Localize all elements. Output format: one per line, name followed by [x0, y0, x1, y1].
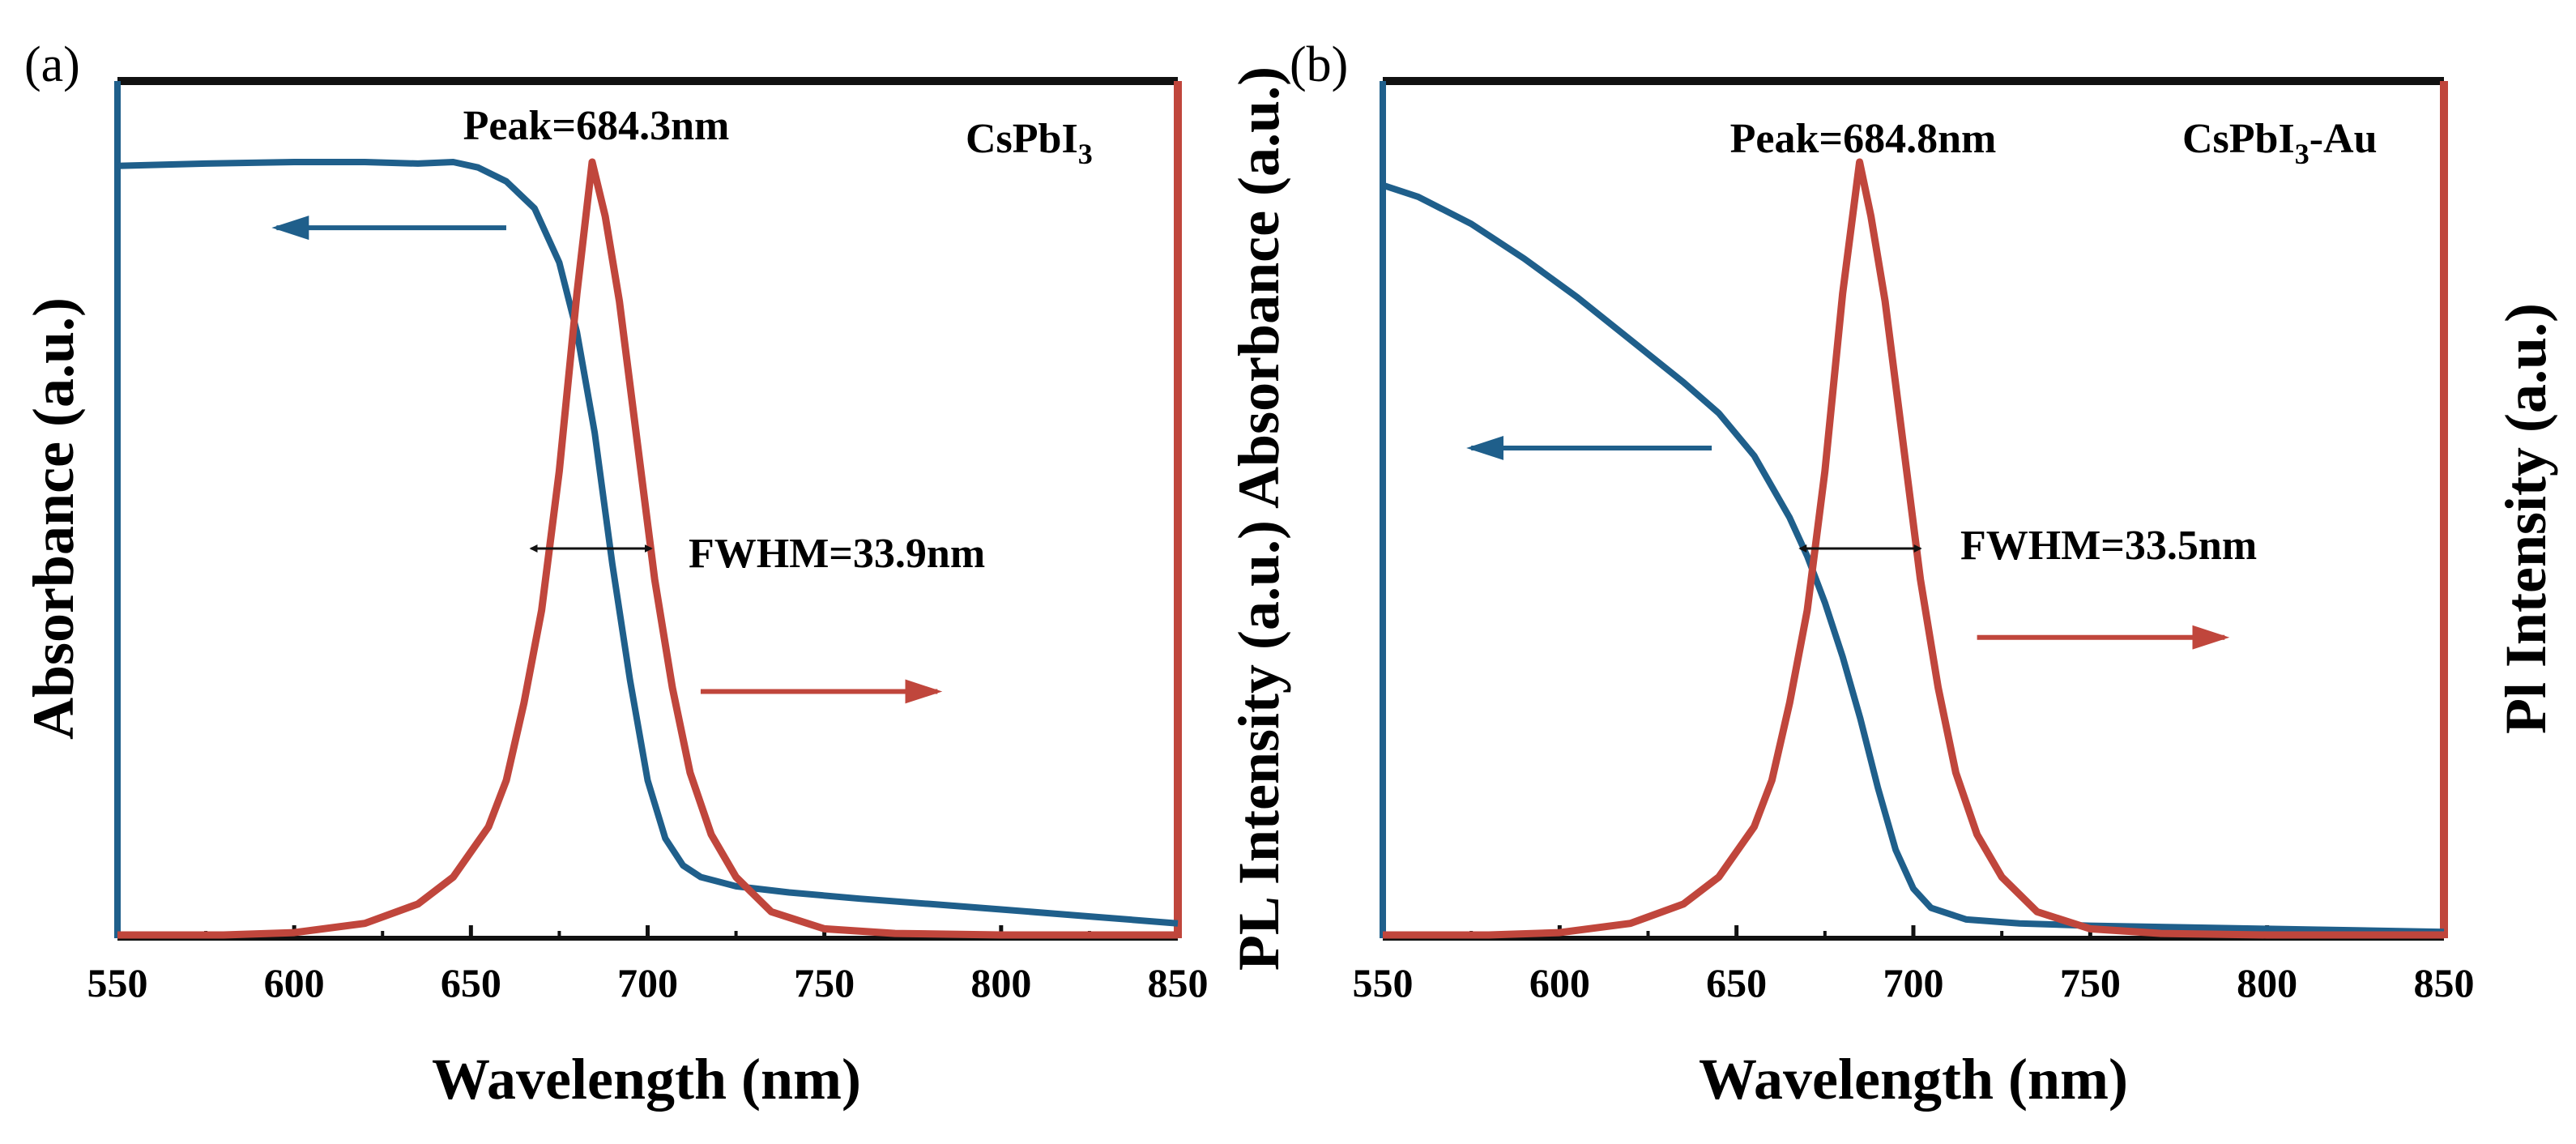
sample-name-b: CsPbI — [2182, 116, 2295, 162]
absorbance-line-a — [117, 159, 1179, 927]
y-axis-title-a: Absorbance (a.u.) — [21, 297, 86, 740]
x-tick-label-b-750: 750 — [2060, 960, 2121, 1005]
x-axis-title-a: Wavelength (nm) — [432, 1047, 861, 1112]
panel-label-b: (b) — [1290, 37, 1348, 92]
x-axis-title-b: Wavelength (nm) — [1699, 1047, 2128, 1112]
x-tick-label-a-750: 750 — [794, 960, 855, 1005]
peak-label-b: Peak=684.8nm — [1730, 116, 1997, 162]
x-tick-label-b-650: 650 — [1706, 960, 1767, 1005]
sample-subscript-a: 3 — [1078, 138, 1093, 170]
sample-name-a: CsPbI — [966, 116, 1078, 162]
plot-area-a — [114, 77, 1182, 941]
x-tick-label-a-850: 850 — [1148, 960, 1209, 1005]
x-tick-label-a-800: 800 — [970, 960, 1031, 1005]
fwhm-label-a: FWHM=33.9nm — [689, 531, 985, 577]
y-axis-title-b: PL Intensity (a.u.) Absorbance (a.u.) — [1226, 66, 1291, 971]
panel-label-a: (a) — [24, 37, 80, 92]
panel-a: (a) Absorbance (a.u.) 550 600 650 700 750 800… — [21, 37, 1209, 1112]
sample-suffix-b: -Au — [2309, 116, 2378, 162]
x-tick-label-b-700: 700 — [1883, 960, 1944, 1005]
x-tick-label-a-550: 550 — [87, 960, 148, 1005]
x-tick-label-b-800: 800 — [2237, 960, 2297, 1005]
absorbance-line-b — [1381, 181, 2445, 936]
sample-subscript-b: 3 — [2295, 138, 2309, 170]
panel-b: (b) PL Intensity (a.u.) Absorbance (a.u.… — [1226, 37, 2558, 1112]
pl-line-a — [117, 158, 1178, 939]
x-tick-label-b-850: 850 — [2414, 960, 2475, 1005]
x-tick-label-b-550: 550 — [1353, 960, 1414, 1005]
x-tick-label-a-600: 600 — [264, 960, 325, 1005]
peak-label-a: Peak=684.3nm — [463, 103, 730, 149]
x-ticks-b: 550 600 650 700 750 800 850 — [1353, 925, 2475, 1005]
sample-label-a: CsPbI3 — [966, 116, 1093, 170]
fwhm-label-b: FWHM=33.5nm — [1960, 523, 2257, 569]
x-tick-label-b-600: 600 — [1529, 960, 1590, 1005]
right-axis-title-b: Pl Intensity (a.u.) — [2493, 303, 2558, 734]
x-tick-label-a-650: 650 — [441, 960, 501, 1005]
pl-line-b — [1383, 158, 2444, 939]
plot-area-b — [1380, 77, 2448, 941]
sample-label-b: CsPbI3-Au — [2182, 116, 2378, 170]
x-ticks-a: 550 600 650 700 750 800 850 — [87, 925, 1209, 1005]
x-tick-label-a-700: 700 — [617, 960, 678, 1005]
